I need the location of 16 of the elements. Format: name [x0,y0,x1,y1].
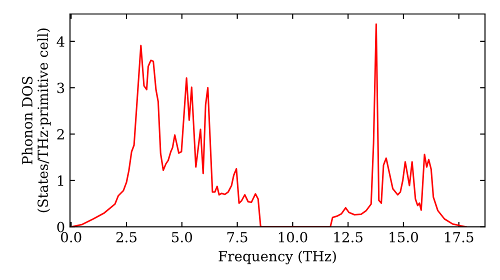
y-tick-label: 1 [58,175,64,186]
x-tick-label: 10.0 [278,232,308,242]
x-tick-label: 7.5 [227,232,248,242]
x-tick-label: 15.0 [390,232,418,242]
x-tick-label: 5.0 [172,232,192,242]
y-axis-title: Phonon DOS (States/THz·primitive cell) [22,28,51,212]
y-tick-label: 4 [56,36,64,47]
line-series [71,23,467,227]
x-axis-title: Frequency (THz) [218,250,336,264]
y-tick-label: 3 [57,82,64,94]
y-tick-label: 2 [57,129,64,140]
x-tick-label: 2.5 [116,232,136,242]
x-tick-label: 12.5 [334,232,362,242]
x-tick-label: 17.5 [445,232,474,242]
y-tick-label: 0 [57,222,64,232]
x-tick-label: 0.0 [60,232,82,242]
